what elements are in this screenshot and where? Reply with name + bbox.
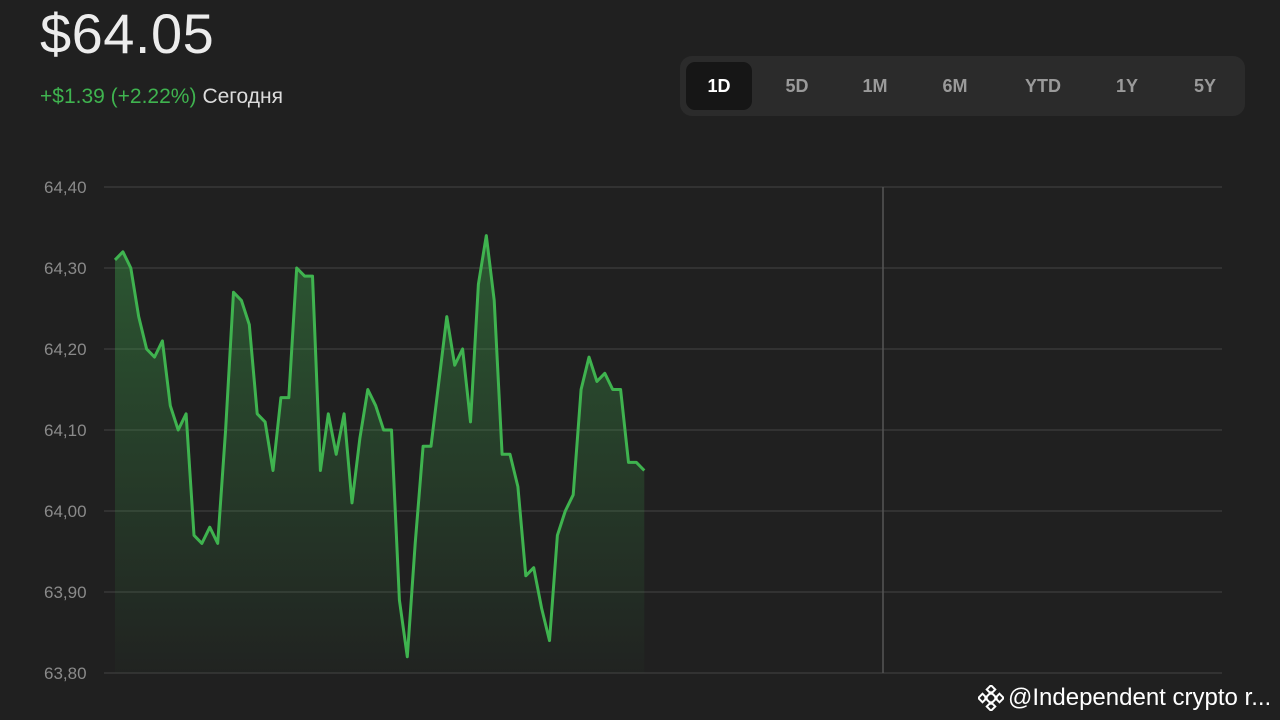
tab-1m[interactable]: 1M — [862, 76, 888, 96]
tab-6m[interactable]: 6M — [942, 76, 968, 96]
tab-1d[interactable]: 1D — [686, 62, 752, 110]
y-tick-label: 64,10 — [44, 421, 87, 440]
watermark-text: @Independent crypto r... — [1008, 684, 1272, 711]
stock-price: $64.05 — [40, 2, 215, 65]
price-line — [113, 234, 646, 659]
tab-5y[interactable]: 5Y — [1193, 76, 1217, 96]
y-tick-label: 64,40 — [44, 178, 87, 197]
price-change: +$1.39 (+2.22%) — [40, 85, 197, 108]
y-tick-label: 64,30 — [44, 259, 87, 278]
price-change-row: +$1.39 (+2.22%) Сегодня — [40, 84, 283, 110]
binance-diamond-icon — [978, 685, 1004, 711]
tab-1y[interactable]: 1Y — [1115, 76, 1139, 96]
y-tick-label: 64,00 — [44, 502, 87, 521]
watermark: @Independent crypto r... — [978, 684, 1271, 712]
y-tick-label: 64,20 — [44, 340, 87, 359]
tab-ytd[interactable]: YTD — [1025, 76, 1061, 96]
tab-5d[interactable]: 5D — [785, 76, 809, 96]
y-tick-label: 63,90 — [44, 583, 87, 602]
range-selector: 1D 5D 1M 6M YTD 1Y 5Y — [680, 56, 1245, 116]
y-tick-label: 63,80 — [44, 664, 87, 683]
price-area-fill — [115, 235, 645, 673]
change-period: Сегодня — [202, 85, 283, 108]
